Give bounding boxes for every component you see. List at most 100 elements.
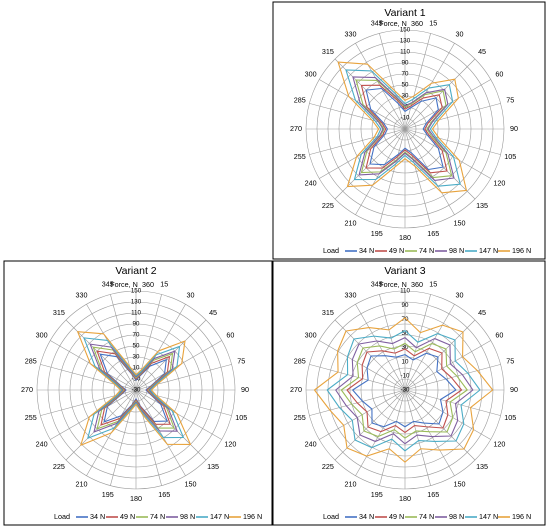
legend-label: 74 N bbox=[419, 512, 434, 521]
legend-title: Load bbox=[54, 512, 70, 521]
chart-title: Variant 1 bbox=[384, 7, 425, 19]
grid-spoke bbox=[404, 389, 455, 476]
radial-tick-label: -10 bbox=[401, 115, 411, 122]
angle-label: 150 bbox=[454, 479, 466, 488]
radial-tick-label: 10 bbox=[133, 365, 140, 372]
series-98n bbox=[89, 343, 178, 433]
legend-label: 196 N bbox=[512, 246, 531, 255]
angle-label: 180 bbox=[130, 494, 142, 503]
polar-grid bbox=[305, 290, 505, 490]
grid-spoke bbox=[309, 364, 406, 391]
angle-label: 165 bbox=[427, 229, 439, 238]
angle-label: 315 bbox=[53, 308, 65, 317]
grid-spoke bbox=[379, 294, 406, 391]
axis-label: Force, N bbox=[379, 19, 407, 28]
angle-label: 120 bbox=[224, 439, 236, 448]
radial-tick-label: 110 bbox=[131, 310, 141, 317]
angle-label: 45 bbox=[478, 308, 486, 317]
angle-label: 30 bbox=[456, 30, 464, 39]
legend-label: 74 N bbox=[419, 246, 434, 255]
legend-label: 98 N bbox=[180, 512, 195, 521]
angle-label: 360 bbox=[411, 280, 423, 289]
radial-tick-label: -30 bbox=[132, 387, 142, 394]
legend-label: 147 N bbox=[479, 512, 498, 521]
grid-spoke bbox=[404, 33, 431, 130]
angle-label: 330 bbox=[345, 30, 357, 39]
grid-spoke bbox=[404, 128, 476, 200]
grid-spoke bbox=[355, 304, 406, 391]
legend-label: 147 N bbox=[210, 512, 229, 521]
series-49n bbox=[96, 350, 171, 426]
angle-label: 105 bbox=[235, 413, 247, 422]
legend: Load 34 N 49 N 74 N 98 N 147 N 196 N bbox=[323, 246, 531, 255]
angle-label: 105 bbox=[504, 413, 516, 422]
angle-label: 60 bbox=[495, 69, 503, 78]
angle-label: 225 bbox=[322, 462, 334, 471]
grid-spoke bbox=[355, 389, 406, 476]
angle-label: 15 bbox=[429, 19, 437, 28]
angle-label: 300 bbox=[305, 69, 317, 78]
angle-labels: 360 15 30 45 60 75 90 105 120 135 150 165 180 195 210 2… bbox=[21, 280, 249, 503]
angle-label: 225 bbox=[53, 462, 65, 471]
angle-label: 300 bbox=[36, 330, 48, 339]
angle-label: 240 bbox=[305, 178, 317, 187]
grid-spoke bbox=[404, 58, 476, 130]
angle-label: 90 bbox=[510, 385, 518, 394]
grid-spoke bbox=[379, 33, 406, 130]
axis-label: Force, N bbox=[379, 280, 407, 289]
legend-title: Load bbox=[323, 512, 339, 521]
grid-spoke bbox=[404, 389, 431, 486]
angle-label: 195 bbox=[371, 229, 383, 238]
angle-label: 270 bbox=[290, 385, 302, 394]
angle-label: 315 bbox=[322, 308, 334, 317]
chart-title: Variant 2 bbox=[115, 265, 156, 277]
series-196n bbox=[337, 61, 468, 194]
radial-tick-label: 30 bbox=[402, 93, 409, 100]
angle-label: 180 bbox=[399, 494, 411, 503]
radial-tick-label: 90 bbox=[402, 60, 409, 67]
series-34n bbox=[352, 352, 457, 428]
angle-label: 300 bbox=[305, 330, 317, 339]
angle-labels: 360 15 30 45 60 75 90 105 120 135 150 165 180 195 210 2… bbox=[290, 280, 518, 503]
angle-label: 240 bbox=[305, 439, 317, 448]
grid-spoke bbox=[309, 128, 406, 155]
legend-label: 196 N bbox=[512, 512, 531, 521]
angle-label: 60 bbox=[226, 330, 234, 339]
grid-spoke bbox=[135, 389, 186, 476]
grid-spoke bbox=[404, 389, 501, 416]
angle-label: 315 bbox=[322, 47, 334, 56]
radial-tick-label: 50 bbox=[133, 343, 140, 350]
angle-label: 210 bbox=[76, 479, 88, 488]
legend-title: Load bbox=[323, 246, 339, 255]
angle-label: 345 bbox=[371, 280, 383, 289]
angle-label: 60 bbox=[495, 330, 503, 339]
chart-title: Variant 3 bbox=[384, 265, 425, 277]
angle-label: 255 bbox=[25, 413, 37, 422]
series-196n bbox=[77, 331, 191, 446]
angle-label: 270 bbox=[21, 385, 33, 394]
radial-tick-label: 70 bbox=[402, 71, 409, 78]
legend-label: 34 N bbox=[90, 512, 105, 521]
grid-spoke bbox=[135, 340, 222, 391]
legend-label: 98 N bbox=[449, 246, 464, 255]
angle-label: 195 bbox=[371, 490, 383, 499]
grid-spoke bbox=[319, 79, 406, 130]
grid-spoke bbox=[334, 319, 406, 391]
radial-tick-label: 30 bbox=[133, 354, 140, 361]
grid-spoke bbox=[135, 389, 207, 461]
series-98n bbox=[335, 337, 474, 445]
radial-tick-label: 50 bbox=[402, 82, 409, 89]
panel-frame bbox=[272, 1, 546, 260]
series-group bbox=[313, 317, 494, 463]
radial-tick-label: 110 bbox=[400, 49, 410, 56]
polar-grid bbox=[36, 290, 236, 490]
series-34n bbox=[99, 353, 168, 423]
legend-label: 49 N bbox=[120, 512, 135, 521]
radial-tick-label: 150 bbox=[400, 27, 411, 34]
angle-label: 330 bbox=[76, 291, 88, 300]
angle-label: 135 bbox=[476, 462, 488, 471]
grid-spoke bbox=[404, 304, 455, 391]
series-group bbox=[337, 61, 468, 194]
